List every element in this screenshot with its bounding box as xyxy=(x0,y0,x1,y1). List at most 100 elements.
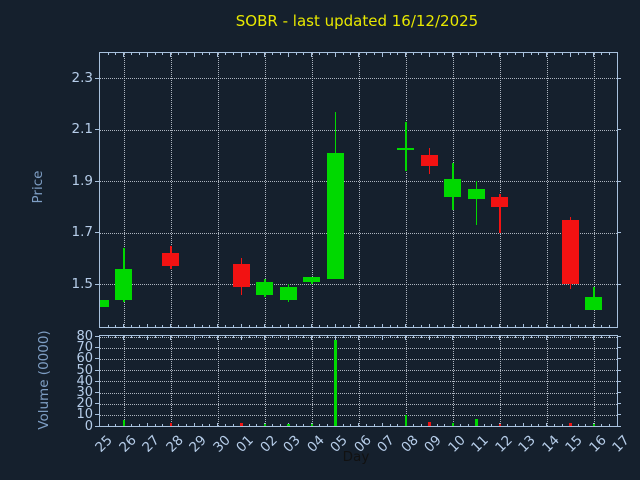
x-tick xyxy=(326,424,328,426)
x-tick xyxy=(436,336,438,338)
x-tick xyxy=(185,53,187,55)
candle-body-up xyxy=(326,152,344,280)
x-tick xyxy=(561,325,563,327)
x-tick xyxy=(585,424,587,426)
candle-body-down xyxy=(232,263,250,287)
volume-bar xyxy=(475,419,478,426)
grid-line-v xyxy=(170,53,172,327)
x-tick xyxy=(366,336,368,338)
x-tick xyxy=(279,53,281,55)
x-tick xyxy=(162,424,164,426)
x-tick-label: 28 xyxy=(162,432,187,456)
x-tick xyxy=(248,424,250,426)
x-tick-label: 29 xyxy=(186,432,210,456)
x-tick xyxy=(138,336,140,338)
grid-line-v xyxy=(546,336,548,426)
x-tick xyxy=(303,325,305,327)
x-tick xyxy=(248,336,250,338)
x-tick xyxy=(475,53,477,57)
x-tick xyxy=(264,53,266,57)
x-tick xyxy=(123,336,125,340)
volume-bar xyxy=(334,339,337,426)
x-tick-label: 27 xyxy=(139,432,163,456)
grid-line-v xyxy=(405,53,407,327)
y-tick xyxy=(95,391,99,393)
x-tick xyxy=(522,422,524,426)
grid-line-h xyxy=(100,381,617,383)
x-tick xyxy=(467,336,469,338)
y-tick xyxy=(618,283,621,285)
x-tick xyxy=(397,325,399,327)
grid-line-h xyxy=(100,403,617,405)
price-axis-label: Price xyxy=(30,170,46,204)
candle-body-down xyxy=(491,196,509,207)
x-tick xyxy=(115,424,117,426)
grid-line-h xyxy=(100,181,617,183)
x-tick xyxy=(131,336,133,338)
x-axis-label: Day xyxy=(342,449,370,465)
x-tick xyxy=(577,424,579,426)
x-tick xyxy=(185,424,187,426)
x-tick xyxy=(279,336,281,338)
candle-body-up xyxy=(585,297,603,310)
x-tick xyxy=(538,53,540,55)
y-tick xyxy=(618,358,621,360)
x-tick-label: 12 xyxy=(491,432,516,456)
x-tick xyxy=(201,424,203,426)
x-tick-label: 16 xyxy=(585,432,610,456)
x-tick xyxy=(342,53,344,55)
x-tick xyxy=(413,53,415,55)
x-tick xyxy=(436,53,438,55)
x-tick xyxy=(123,323,125,327)
x-tick xyxy=(608,53,610,55)
grid-line-h xyxy=(100,78,617,80)
x-tick-label: 26 xyxy=(115,432,140,456)
x-tick xyxy=(256,336,258,338)
volume-bar xyxy=(428,421,431,426)
y-tick xyxy=(95,347,99,349)
x-tick xyxy=(373,53,375,55)
volume-bar xyxy=(122,420,126,426)
x-tick xyxy=(577,53,579,55)
grid-line-v xyxy=(264,336,266,426)
x-tick xyxy=(342,336,344,338)
x-tick xyxy=(170,323,172,327)
y-tick-label: 1.5 xyxy=(71,275,93,292)
y-tick xyxy=(618,232,621,234)
x-tick xyxy=(397,53,399,55)
x-tick xyxy=(138,325,140,327)
x-tick xyxy=(413,424,415,426)
x-tick xyxy=(358,422,360,426)
x-tick xyxy=(460,53,462,55)
x-tick xyxy=(546,53,548,57)
grid-line-h xyxy=(100,358,617,360)
x-tick-label: 03 xyxy=(280,432,304,456)
y-tick-label: 10 xyxy=(76,407,93,423)
volume-bar xyxy=(263,423,267,426)
x-tick-label: 14 xyxy=(538,432,563,456)
price-panel xyxy=(99,52,618,328)
chart-title: SOBR - last updated 16/12/2025 xyxy=(235,12,479,30)
x-tick xyxy=(115,325,117,327)
x-tick xyxy=(452,323,454,327)
x-tick xyxy=(444,53,446,55)
x-tick xyxy=(279,325,281,327)
y-tick xyxy=(95,180,99,182)
y-tick xyxy=(618,77,621,79)
x-tick xyxy=(546,422,548,426)
x-tick xyxy=(554,424,556,426)
volume-bar xyxy=(169,423,173,426)
x-tick xyxy=(373,424,375,426)
x-tick xyxy=(530,424,532,426)
x-tick xyxy=(554,336,556,338)
x-tick xyxy=(154,424,156,426)
x-tick xyxy=(491,53,493,55)
x-tick xyxy=(601,424,603,426)
x-tick xyxy=(256,424,258,426)
x-tick xyxy=(491,336,493,338)
x-tick xyxy=(507,325,509,327)
x-tick xyxy=(530,336,532,338)
x-tick xyxy=(554,325,556,327)
x-tick xyxy=(522,323,524,327)
